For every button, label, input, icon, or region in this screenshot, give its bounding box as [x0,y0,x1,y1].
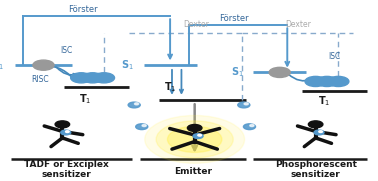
Text: S$_1$: S$_1$ [121,58,134,72]
Circle shape [55,121,70,128]
Circle shape [61,130,71,135]
Circle shape [136,124,148,130]
Circle shape [33,60,54,70]
Text: Dexter: Dexter [184,20,209,29]
Circle shape [71,73,92,83]
Circle shape [198,134,201,136]
Circle shape [135,103,139,105]
Circle shape [250,125,254,127]
Circle shape [316,76,338,87]
Text: RISC: RISC [31,75,48,84]
Circle shape [93,73,115,83]
Text: T$_1$: T$_1$ [164,80,177,94]
Circle shape [328,76,349,87]
Text: T$_1$: T$_1$ [318,94,330,108]
Circle shape [308,121,323,128]
Text: S$_1$: S$_1$ [231,66,244,79]
Circle shape [187,125,202,131]
Text: Förster: Förster [68,5,98,14]
Text: ISC: ISC [328,52,341,61]
Text: Dexter: Dexter [286,20,311,29]
Circle shape [156,121,233,158]
Text: Emitter: Emitter [174,167,212,176]
Circle shape [243,124,256,130]
Circle shape [128,102,140,108]
Circle shape [238,102,250,108]
Circle shape [314,130,324,135]
Text: ISC: ISC [60,46,72,55]
Circle shape [305,76,326,87]
Circle shape [167,126,222,152]
Circle shape [145,115,245,163]
Text: TADF or Exciplex
sensitizer: TADF or Exciplex sensitizer [24,159,108,179]
Text: S$_1$: S$_1$ [0,58,4,72]
Circle shape [244,103,248,105]
Text: Förster: Förster [220,14,249,23]
Circle shape [82,73,103,83]
Circle shape [65,131,69,132]
Text: T$_1$: T$_1$ [79,92,92,106]
Circle shape [142,125,146,127]
Circle shape [319,131,322,132]
Circle shape [269,67,290,77]
Text: Phosphorescent
sensitizer: Phosphorescent sensitizer [275,159,356,179]
Circle shape [193,134,203,138]
